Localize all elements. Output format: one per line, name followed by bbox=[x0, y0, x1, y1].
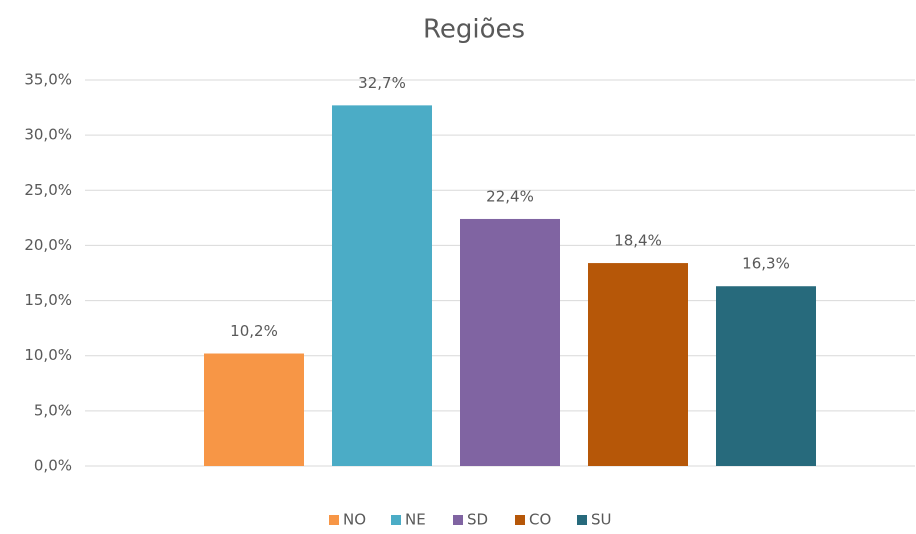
chart-title: Regiões bbox=[423, 15, 525, 45]
legend-label: SD bbox=[467, 511, 488, 529]
legend-swatch bbox=[577, 515, 587, 525]
y-tick-label: 35,0% bbox=[24, 71, 72, 89]
bar bbox=[460, 218, 560, 466]
data-label: 32,7% bbox=[358, 74, 406, 92]
y-tick-label: 30,0% bbox=[24, 126, 72, 144]
legend-label: NE bbox=[405, 511, 426, 529]
bar bbox=[204, 353, 304, 466]
y-tick-label: 0,0% bbox=[34, 457, 72, 475]
data-label: 16,3% bbox=[742, 255, 790, 273]
legend-label: NO bbox=[343, 511, 366, 529]
legend-label: SU bbox=[591, 511, 612, 529]
bar bbox=[332, 105, 432, 466]
legend-swatch bbox=[453, 515, 463, 525]
legend-swatch bbox=[391, 515, 401, 525]
data-label: 22,4% bbox=[486, 187, 534, 205]
y-tick-label: 25,0% bbox=[24, 181, 72, 199]
legend-label: CO bbox=[529, 511, 551, 529]
bar bbox=[716, 286, 816, 466]
y-tick-label: 5,0% bbox=[34, 401, 72, 419]
y-tick-label: 10,0% bbox=[24, 346, 72, 364]
data-label: 10,2% bbox=[230, 322, 278, 340]
y-tick-label: 20,0% bbox=[24, 236, 72, 254]
data-label: 18,4% bbox=[614, 232, 662, 250]
legend-swatch bbox=[515, 515, 525, 525]
y-tick-label: 15,0% bbox=[24, 291, 72, 309]
legend-swatch bbox=[329, 515, 339, 525]
bar bbox=[588, 263, 688, 466]
